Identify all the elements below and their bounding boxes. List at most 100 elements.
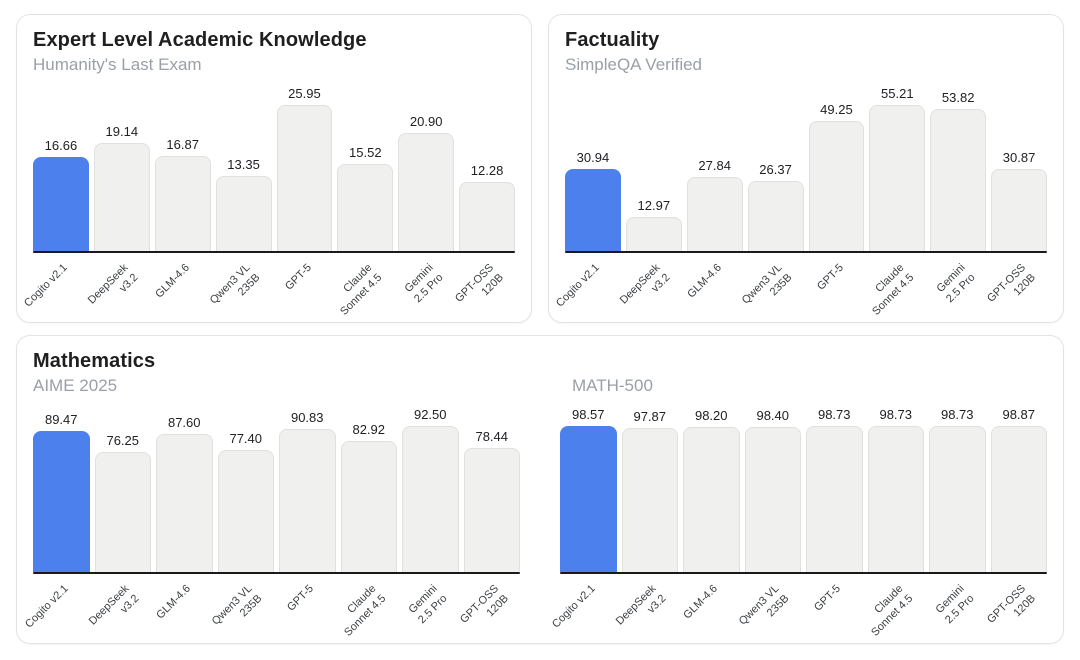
x-axis-labels-row: Cogito v2.1 DeepSeek v3.2 GLM-4.6 Qwen3 VL … [550, 579, 1047, 639]
bar-chart-math-500: 98.57 97.87 98.20 98.40 98.73 98.73 98.73 98.87… [550, 404, 1047, 639]
bar [621, 427, 678, 572]
bar [279, 428, 336, 572]
x-axis-label-text: GPT-5 [812, 582, 844, 614]
x-axis-baseline [565, 251, 1047, 253]
bar-value-label: 97.87 [633, 408, 667, 424]
bar [625, 216, 682, 251]
bar [747, 181, 804, 251]
bar-slot: 98.57 [560, 407, 617, 572]
x-axis-label-text: GPT-5 [814, 261, 846, 293]
bar [215, 175, 272, 251]
bar-slot: 49.25 [808, 102, 865, 251]
bar [402, 426, 459, 572]
x-axis-label: Qwen3 VL 235B [740, 258, 804, 316]
bar-value-label: 92.50 [413, 407, 447, 422]
bar-value-label: 98.87 [1002, 407, 1036, 422]
chart-subtitle-humanitys-last-exam: Humanity's Last Exam [33, 55, 202, 74]
bars-row: 30.94 12.97 27.84 26.37 49.25 55.21 53.82 30.87 [565, 83, 1047, 251]
bar [93, 143, 150, 251]
bars-row: 89.47 76.25 87.60 77.40 90.83 82.92 92.50 78.44 [33, 404, 520, 572]
bar-value-label: 98.73 [940, 407, 974, 423]
bar [930, 108, 987, 251]
bar-slot: 15.52 [337, 144, 394, 251]
bar-value-label: 98.73 [879, 407, 913, 423]
x-axis-label: DeepSeek v3.2 [87, 579, 152, 637]
x-axis-label: Cogito v2.1 [554, 258, 621, 316]
bar-highlighted [560, 426, 617, 572]
bar-value-label: 55.21 [881, 86, 914, 101]
x-axis-label: Qwen3 VL 235B [208, 258, 272, 316]
bar-value-label: 30.87 [1002, 150, 1036, 166]
card-title-expert-academic-knowledge: Expert Level Academic Knowledge [33, 29, 367, 51]
bar-slot: 98.40 [744, 408, 801, 572]
x-axis-label: GPT-OSS 120B [453, 258, 515, 316]
bar-slot: 78.44 [463, 429, 520, 572]
x-axis-label: DeepSeek v3.2 [614, 579, 679, 637]
x-axis-label: GLM-4.6 [154, 579, 213, 637]
chart-group-humanitys-last-exam: Humanity's Last Exam 16.66 19.14 16.87 13.3… [22, 55, 515, 318]
x-axis-label-text: GLM-4.6 [154, 582, 194, 622]
bar-value-label: 19.14 [105, 124, 139, 140]
bar-value-label: 98.57 [571, 407, 605, 423]
bar-slot: 30.94 [565, 150, 621, 251]
x-axis-label: GPT-OSS 120B [458, 579, 521, 637]
bar [990, 426, 1047, 572]
bar-slot: 55.21 [869, 86, 926, 251]
bar-value-label: 82.92 [352, 422, 386, 438]
x-axis-label: DeepSeek v3.2 [86, 258, 150, 316]
chart-subtitle-aime-2025: AIME 2025 [33, 376, 118, 395]
card-title-mathematics: Mathematics [33, 350, 156, 372]
bar [686, 177, 743, 251]
x-axis-label: Gemini 2.5 Pro [402, 579, 459, 637]
bars-row: 16.66 19.14 16.87 13.35 25.95 15.52 20.90 12.28 [33, 83, 515, 251]
x-axis-label: GPT-5 [277, 258, 333, 316]
bar-value-label: 16.87 [166, 137, 199, 153]
bar-value-label: 98.20 [694, 408, 728, 423]
card-factuality: Factuality SimpleQA Verified 30.94 12.97 2… [548, 14, 1064, 323]
x-axis-label-text: Cogito v2.1 [554, 261, 603, 310]
bar-slot: 87.60 [156, 415, 213, 572]
x-axis-label: GLM-4.6 [685, 258, 743, 316]
x-axis-labels-row: Cogito v2.1 DeepSeek v3.2 GLM-4.6 Qwen3 VL … [554, 258, 1047, 318]
x-axis-labels-row: Cogito v2.1 DeepSeek v3.2 GLM-4.6 Qwen3 VL … [23, 579, 521, 639]
bar-value-label: 87.60 [167, 414, 201, 430]
card-title-factuality: Factuality [565, 29, 660, 51]
bar-value-label: 13.35 [227, 156, 260, 172]
x-axis-label: GPT-5 [809, 258, 865, 316]
bar-slot: 16.66 [33, 138, 89, 251]
x-axis-label: GLM-4.6 [153, 258, 211, 316]
bar-slot: 77.40 [217, 431, 274, 572]
bar-slot: 53.82 [930, 90, 987, 251]
bar-value-label: 78.44 [475, 429, 509, 445]
x-axis-label: Claude Sonnet 4.5 [337, 258, 393, 318]
bar-slot: 12.97 [625, 198, 682, 251]
bar-slot: 97.87 [621, 408, 678, 572]
x-axis-label-text: GPT-5 [285, 582, 317, 614]
chart-group-math-500: MATH-500 98.57 97.87 98.20 98.40 98.73 98.73 9… [550, 376, 1047, 639]
x-axis-label-text: GPT-OSS 120B [984, 582, 1039, 626]
bar-slot: 98.73 [806, 407, 863, 572]
x-axis-label: Gemini 2.5 Pro [930, 258, 986, 316]
x-axis-label: Qwen3 VL 235B [737, 579, 802, 637]
x-axis-label: Gemini 2.5 Pro [398, 258, 454, 316]
x-axis-label: Claude Sonnet 4.5 [341, 579, 398, 639]
x-axis-label-text: Cogito v2.1 [22, 261, 71, 310]
bar-value-label: 30.94 [576, 150, 610, 166]
card-expert-academic-knowledge: Expert Level Academic Knowledge Humanity… [16, 14, 532, 323]
x-axis-label-text: Claude Sonnet 4.5 [341, 582, 389, 639]
x-axis-label: Cogito v2.1 [22, 258, 89, 316]
bar-slot: 98.73 [867, 407, 924, 572]
bar [337, 163, 394, 251]
x-axis-label-text: Claude Sonnet 4.5 [868, 582, 916, 639]
bar-slot: 12.28 [459, 163, 515, 251]
x-axis-label: Gemini 2.5 Pro [929, 579, 986, 637]
bar-slot: 76.25 [94, 433, 151, 572]
x-axis-label-text: GLM-4.6 [685, 261, 724, 301]
bar [276, 105, 333, 251]
bar-value-label: 98.73 [817, 407, 851, 423]
bar-chart-aime-2025: 89.47 76.25 87.60 77.40 90.83 82.92 92.50 78.44… [23, 404, 521, 639]
x-axis-label: GPT-5 [279, 579, 336, 637]
bar-value-label: 20.90 [409, 114, 443, 130]
bar-value-label: 15.52 [349, 144, 382, 160]
